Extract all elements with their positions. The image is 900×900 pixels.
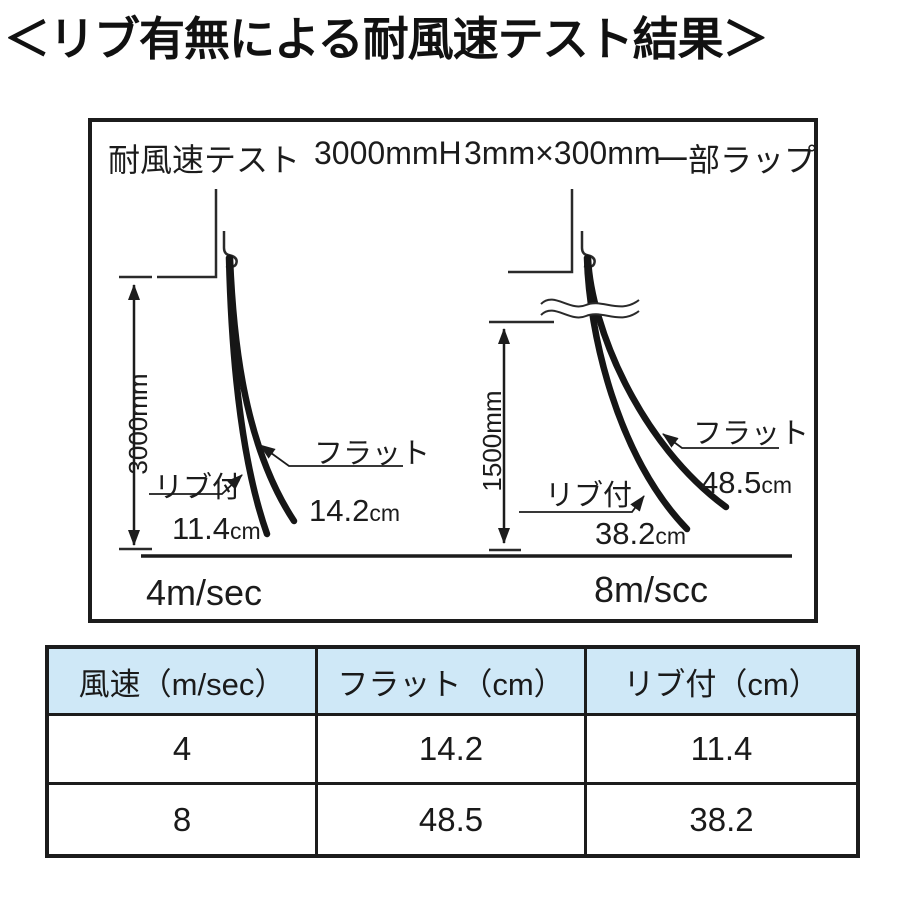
right-wind-speed: 8m/scc <box>594 569 709 610</box>
right-rib-value: 38.2cm <box>595 516 687 551</box>
left-rib-value: 11.4cm <box>172 511 261 546</box>
diagram-header-size: 3mm×300mm <box>464 135 661 171</box>
table-header-flat: フラット（cm） <box>318 649 587 716</box>
diagram-header-test: 耐風速テスト <box>108 142 301 178</box>
diagram-header-wrap: 一部ラップ <box>656 142 817 178</box>
right-flat-leader <box>662 433 779 449</box>
left-rib-leader <box>149 474 243 495</box>
table-cell-row0-flat: 14.2 <box>318 716 587 785</box>
left-flat-value: 14.2cm <box>309 493 401 528</box>
results-table: 風速（m/sec） フラット（cm） リブ付（cm） 4 14.2 11.4 8… <box>45 645 860 858</box>
diagram-header-height: 3000mmH <box>314 135 462 171</box>
table-cell-row0-rib: 11.4 <box>587 716 856 785</box>
right-dimension-label: 1500mm <box>477 390 507 492</box>
table-cell-row1-wind: 8 <box>49 785 318 854</box>
right-flat-value: 48.5cm <box>701 465 793 500</box>
left-flat-leader <box>259 444 403 467</box>
right-rib-leader <box>519 495 645 513</box>
break-wave-bottom <box>540 309 640 319</box>
table-cell-row1-flat: 48.5 <box>318 785 587 854</box>
left-wall-outline <box>157 189 218 279</box>
right-wall-outline <box>508 189 574 274</box>
table-header-wind-speed: 風速（m/sec） <box>49 649 318 716</box>
left-wind-speed: 4m/sec <box>146 572 263 613</box>
right-rib-label: リブ付 <box>545 480 633 512</box>
test-diagram-canvas <box>119 189 792 558</box>
table-header-rib: リブ付（cm） <box>587 649 856 716</box>
table-cell-row0-wind: 4 <box>49 716 318 785</box>
page-title: ＜リブ有無による耐風速テスト結果＞ <box>4 13 769 65</box>
left-rib-label: リブ付 <box>154 472 242 504</box>
left-flat-label: フラット <box>314 438 431 470</box>
right-rib-curve <box>583 254 691 533</box>
left-rib-curve <box>225 254 271 538</box>
right-flat-label: フラット <box>693 418 810 450</box>
left-dimension-label: 3000mm <box>123 373 153 475</box>
diagram-panel: 耐風速テスト 3000mmH 3mm×300mm 一部ラップ 3000mm リブ… <box>88 118 818 623</box>
break-wave-top <box>540 298 640 308</box>
table-cell-row1-rib: 38.2 <box>689 800 754 838</box>
